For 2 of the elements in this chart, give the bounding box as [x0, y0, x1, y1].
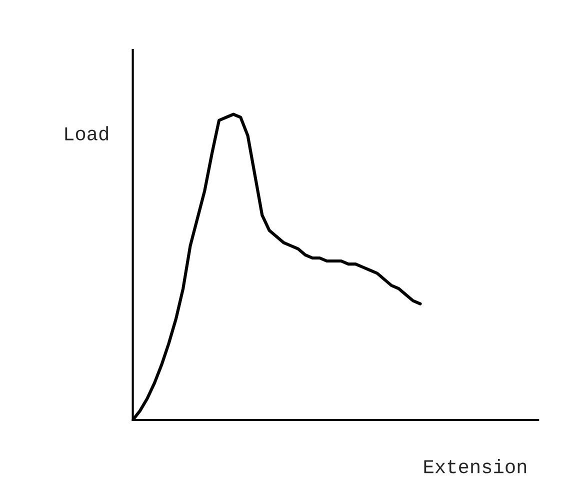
x-axis-title: Extension [424, 459, 526, 474]
y-axis-title: Load [65, 126, 108, 140]
